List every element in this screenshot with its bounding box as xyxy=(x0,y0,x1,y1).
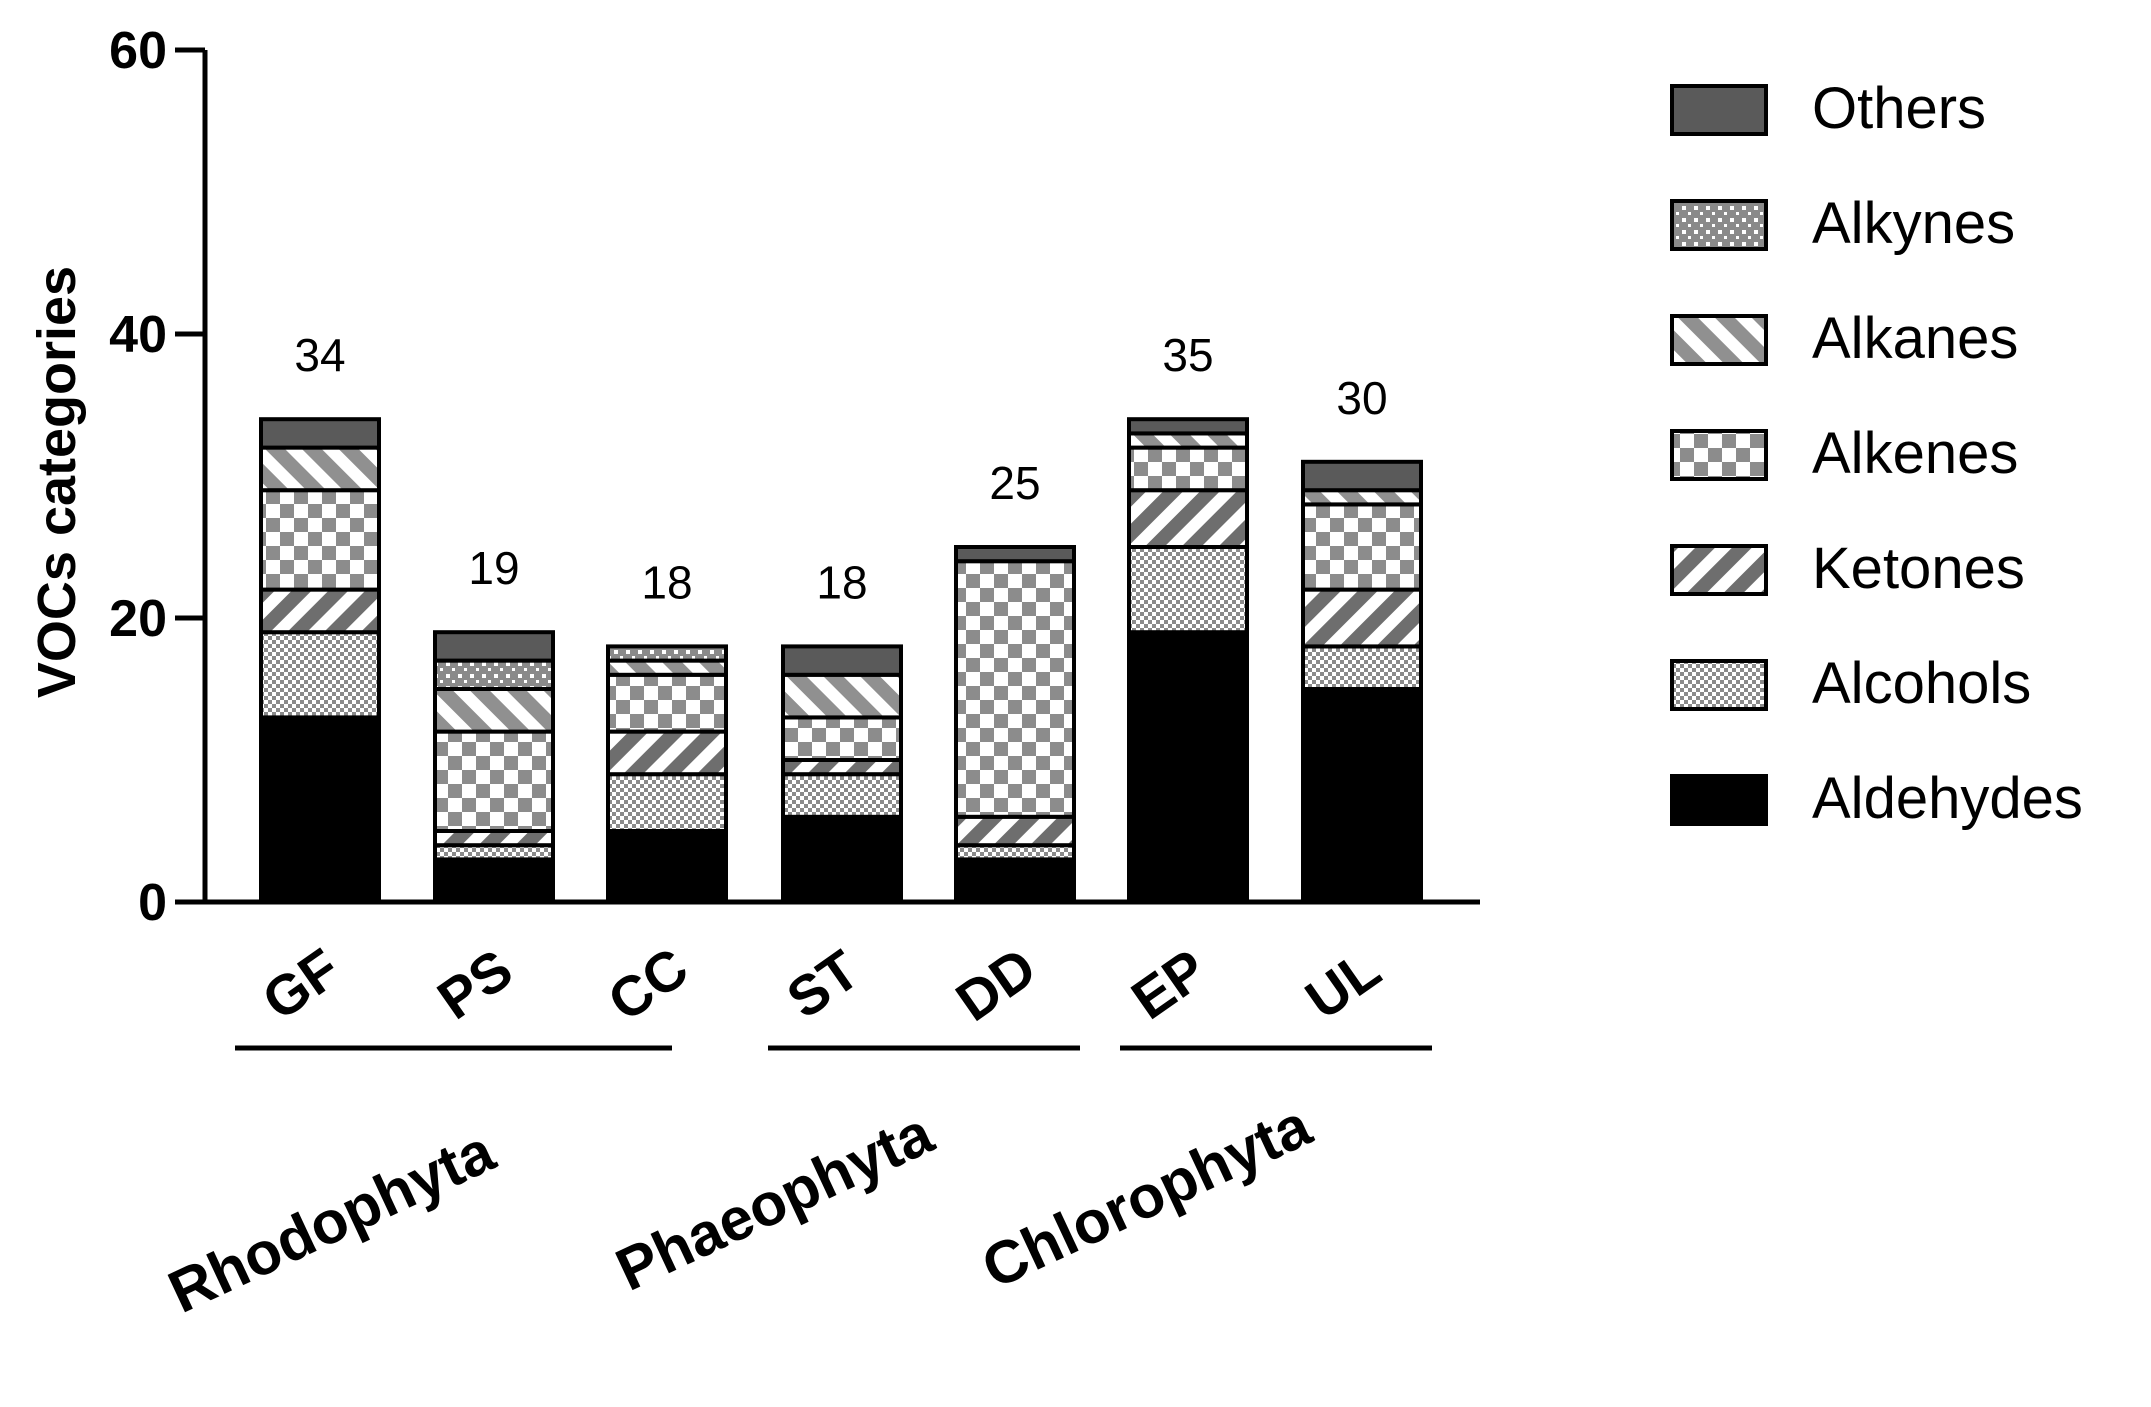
bar-segment-cc-alkanes xyxy=(606,658,728,677)
group-label-chlorophyta: Chlorophyta xyxy=(972,1091,1321,1301)
bar-segment-ep-ketones xyxy=(1127,488,1249,550)
bar-segment-gf-aldehydes xyxy=(259,715,381,905)
legend: Others Alkynes Alkanes Alkenes Ketones Alcoho… xyxy=(1670,76,2083,831)
category-label-st: ST xyxy=(775,938,870,1031)
bar-segment-st-aldehydes xyxy=(781,814,903,904)
bar-segment-cc-ketones xyxy=(606,729,728,777)
bar-segment-gf-alkanes xyxy=(259,445,381,493)
bar-segment-ps-alkynes xyxy=(433,658,555,691)
y-tick-label-40: 40 xyxy=(109,306,167,364)
bar-segment-ul-alcohols xyxy=(1301,644,1423,692)
bar-segment-cc-alkynes xyxy=(606,644,728,663)
category-label-dd: DD xyxy=(945,935,1047,1033)
bar-segment-ps-alkanes xyxy=(433,687,555,734)
bar-segment-ps-ketones xyxy=(433,829,555,848)
legend-swatch-alkynes xyxy=(1670,199,1768,251)
bar-segment-dd-ketones xyxy=(954,814,1076,848)
legend-label-alcohols: Alcohols xyxy=(1812,651,2031,716)
legend-label-ketones: Ketones xyxy=(1812,536,2025,601)
total-label-gf: 34 xyxy=(294,329,345,381)
bar-segment-ep-alkenes xyxy=(1127,445,1249,493)
bar-segment-dd-aldehydes xyxy=(954,857,1076,905)
bar-segment-gf-alcohols xyxy=(259,630,381,720)
bar-segment-ps-alcohols xyxy=(433,843,555,862)
bar-segment-ep-alkanes xyxy=(1127,431,1249,450)
bar-segment-ep-aldehydes xyxy=(1127,630,1249,904)
bar-segment-st-ketones xyxy=(781,758,903,777)
y-axis-title: VOCs categories xyxy=(27,266,87,698)
total-label-ul: 30 xyxy=(1336,372,1387,424)
bar-segment-dd-alkenes xyxy=(954,559,1076,819)
bar-segment-ps-others xyxy=(433,630,555,663)
category-label-ps: PS xyxy=(426,937,523,1031)
group-label-rhodophyta: Rhodophyta xyxy=(159,1117,505,1326)
legend-label-alkanes: Alkanes xyxy=(1812,306,2018,371)
plot-area: 34 GF 19 PS 18 CC 18 ST 25 DD 35 EP 30 UL 0 20 40 60 Rhodo… xyxy=(109,22,1480,1326)
bar-segment-dd-alcohols xyxy=(954,843,1076,862)
bar-segment-dd-others xyxy=(954,545,1076,564)
bar-segment-ep-alcohols xyxy=(1127,545,1249,635)
y-tick-label-60: 60 xyxy=(109,22,167,80)
bar-segment-ul-aldehydes xyxy=(1301,687,1423,904)
total-label-ps: 19 xyxy=(468,542,519,594)
bar-segment-ep-others xyxy=(1127,417,1249,436)
y-tick-label-0: 0 xyxy=(138,874,167,932)
legend-swatch-aldehydes xyxy=(1670,774,1768,826)
legend-swatch-ketones xyxy=(1670,544,1768,596)
legend-label-alkenes: Alkenes xyxy=(1812,421,2018,486)
legend-label-alkynes: Alkynes xyxy=(1812,191,2015,256)
bar-segment-ps-alkenes xyxy=(433,729,555,833)
category-label-ul: UL xyxy=(1294,937,1391,1031)
bar-segment-st-others xyxy=(781,644,903,677)
bar-segment-gf-alkenes xyxy=(259,488,381,592)
bar-segment-cc-aldehydes xyxy=(606,829,728,904)
bar-segment-gf-ketones xyxy=(259,587,381,635)
bar-segment-st-alkanes xyxy=(781,672,903,720)
category-label-gf: GF xyxy=(251,936,351,1032)
legend-swatch-alcohols xyxy=(1670,659,1768,711)
bar-segment-gf-others xyxy=(259,417,381,450)
group-label-phaeophyta: Phaeophyta xyxy=(606,1099,943,1304)
bar-segment-ps-aldehydes xyxy=(433,857,555,905)
bar-segment-st-alcohols xyxy=(781,772,903,819)
bar-segment-ul-others xyxy=(1301,459,1423,493)
legend-label-aldehydes: Aldehydes xyxy=(1812,766,2083,831)
y-tick-label-20: 20 xyxy=(109,590,167,648)
category-label-ep: EP xyxy=(1120,937,1217,1031)
legend-swatch-alkenes xyxy=(1670,429,1768,481)
bar-segment-ul-alkenes xyxy=(1301,502,1423,592)
legend-swatch-alkanes xyxy=(1670,314,1768,366)
total-label-dd: 25 xyxy=(989,457,1040,509)
category-label-cc: CC xyxy=(597,935,699,1033)
total-label-ep: 35 xyxy=(1162,329,1213,381)
bar-segment-ul-ketones xyxy=(1301,587,1423,649)
legend-swatch-others xyxy=(1670,84,1768,136)
bar-segment-cc-alcohols xyxy=(606,772,728,834)
total-label-cc: 18 xyxy=(641,556,692,608)
bar-segment-st-alkenes xyxy=(781,715,903,763)
legend-label-others: Others xyxy=(1812,76,1986,141)
bar-segment-ul-alkanes xyxy=(1301,488,1423,507)
bar-segment-cc-alkenes xyxy=(606,672,728,734)
total-label-st: 18 xyxy=(816,556,867,608)
